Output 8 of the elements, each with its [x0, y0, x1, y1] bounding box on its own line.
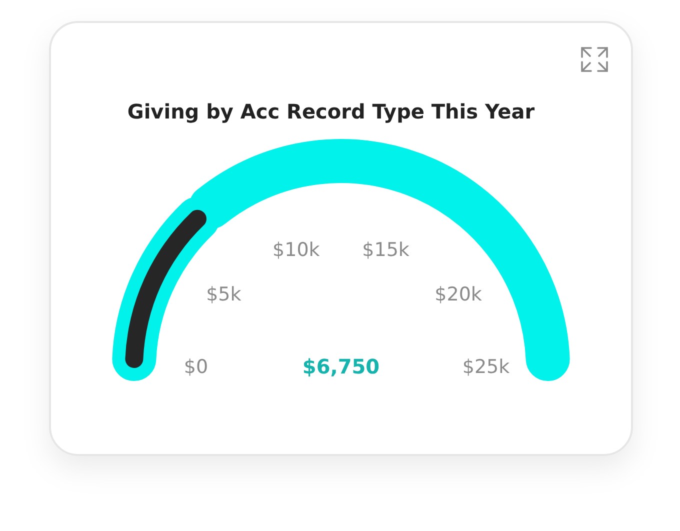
text: $20k: [434, 284, 482, 306]
chart-title: Giving by Acc Record Type This Year: [127, 99, 535, 124]
text: $0: [184, 356, 208, 378]
text: $6,750: [302, 354, 380, 378]
text: $5k: [206, 284, 242, 306]
text: $25k: [462, 356, 510, 378]
text: $15k: [362, 238, 410, 261]
text: $10k: [272, 238, 320, 261]
